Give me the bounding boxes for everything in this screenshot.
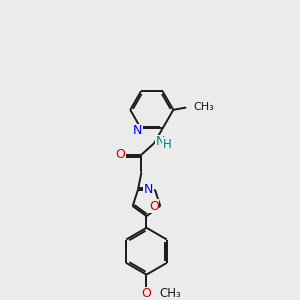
Text: N: N xyxy=(144,183,153,196)
Text: CH₃: CH₃ xyxy=(193,103,214,112)
Text: O: O xyxy=(149,200,159,213)
Text: O: O xyxy=(142,287,152,300)
Text: CH₃: CH₃ xyxy=(159,287,181,300)
Text: N: N xyxy=(133,124,142,137)
Text: H: H xyxy=(163,138,171,151)
Text: O: O xyxy=(116,148,125,161)
Text: N: N xyxy=(155,135,165,148)
